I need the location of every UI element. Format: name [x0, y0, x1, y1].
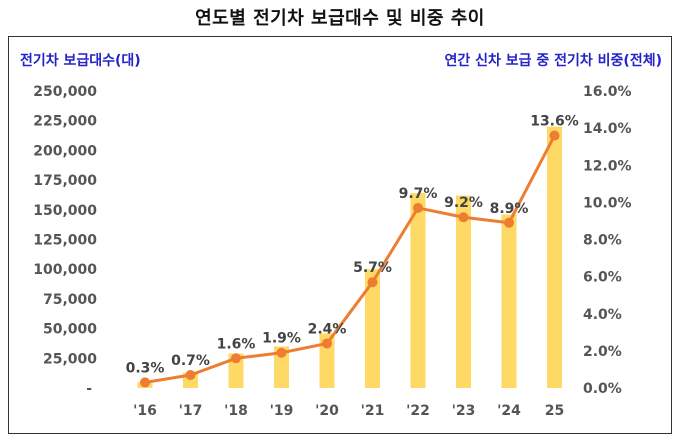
- left-tick-label: 150,000: [33, 203, 97, 219]
- data-label: 1.9%: [262, 331, 301, 347]
- left-tick-label: 250,000: [33, 84, 97, 100]
- x-tick-label: '23: [452, 403, 476, 419]
- right-axis-ticks: 0.0% 2.0% 4.0% 6.0% 8.0% 10.0% 12.0% 14.0% 16.0%: [583, 84, 632, 397]
- x-tick-label: '21: [361, 403, 385, 419]
- line-point: [231, 353, 241, 364]
- right-tick-label: 8.0%: [583, 233, 622, 249]
- x-tick-label: 25: [545, 403, 564, 419]
- bar: [501, 214, 517, 388]
- left-tick-label: 175,000: [33, 173, 97, 189]
- left-axis-title: 전기차 보급대수(대): [20, 53, 141, 69]
- right-axis-title: 연간 신차 보급 중 전기차 비중(전체): [444, 53, 663, 69]
- right-tick-label: 16.0%: [583, 84, 632, 100]
- right-tick-label: 2.0%: [583, 344, 622, 360]
- chart-title: 연도별 전기차 보급대수 및 비중 추이: [195, 8, 485, 29]
- bar: [456, 195, 471, 388]
- line-point: [413, 202, 423, 213]
- line-point: [549, 130, 560, 141]
- x-tick-label: '18: [224, 403, 248, 419]
- data-label: 13.6%: [530, 114, 579, 130]
- bar: [547, 126, 562, 388]
- line-point: [504, 217, 514, 228]
- line-point: [458, 212, 469, 223]
- x-tick-label: '19: [270, 403, 294, 419]
- x-tick-label: '16: [133, 403, 157, 419]
- data-label: 0.3%: [126, 360, 165, 376]
- bar: [319, 333, 335, 388]
- x-axis-ticks: '16 '17 '18 '19 '20 '21 '22 '23 '24 25: [133, 403, 564, 419]
- bar: [228, 353, 244, 388]
- x-tick-label: '17: [179, 403, 203, 419]
- right-tick-label: 12.0%: [583, 158, 632, 174]
- left-tick-label: -: [86, 381, 92, 397]
- left-tick-label: 100,000: [33, 262, 97, 278]
- series-line: [144, 134, 556, 384]
- bar: [274, 346, 289, 388]
- right-tick-label: 10.0%: [583, 195, 632, 211]
- right-tick-label: 0.0%: [583, 381, 622, 397]
- x-tick-label: '24: [497, 403, 521, 419]
- data-label: 9.7%: [399, 186, 438, 202]
- right-tick-label: 14.0%: [583, 121, 632, 137]
- line-point: [276, 347, 287, 358]
- left-tick-label: 125,000: [33, 233, 97, 249]
- line-point: [367, 277, 378, 288]
- data-label: 8.9%: [490, 201, 529, 217]
- x-tick-label: '20: [315, 403, 339, 419]
- bar-series: [137, 126, 562, 388]
- line-point: [322, 338, 332, 349]
- left-tick-label: 25,000: [43, 351, 97, 367]
- left-tick-label: 75,000: [43, 292, 97, 308]
- left-tick-label: 50,000: [43, 322, 97, 338]
- data-label: 0.7%: [171, 353, 210, 369]
- chart-frame: [8, 36, 672, 434]
- data-label: 1.6%: [217, 336, 256, 352]
- line-series: 0.3% 0.7% 1.6% 1.9% 2.4% 5.7% 9.7% 9.2% 8.9% 13.6…: [126, 114, 579, 388]
- left-tick-label: 225,000: [33, 114, 97, 130]
- data-label: 5.7%: [353, 260, 392, 276]
- bar: [410, 193, 426, 388]
- left-axis-ticks: - 25,000 50,000 75,000 100,000 125,000 150,000…: [33, 84, 97, 397]
- bar: [365, 269, 380, 388]
- right-tick-label: 4.0%: [583, 307, 622, 323]
- left-tick-label: 200,000: [33, 143, 97, 159]
- data-label: 9.2%: [444, 195, 483, 211]
- x-tick-label: '22: [406, 403, 430, 419]
- data-label: 2.4%: [308, 321, 347, 337]
- line-point: [140, 377, 150, 388]
- line-point: [185, 370, 196, 381]
- right-tick-label: 6.0%: [583, 270, 622, 286]
